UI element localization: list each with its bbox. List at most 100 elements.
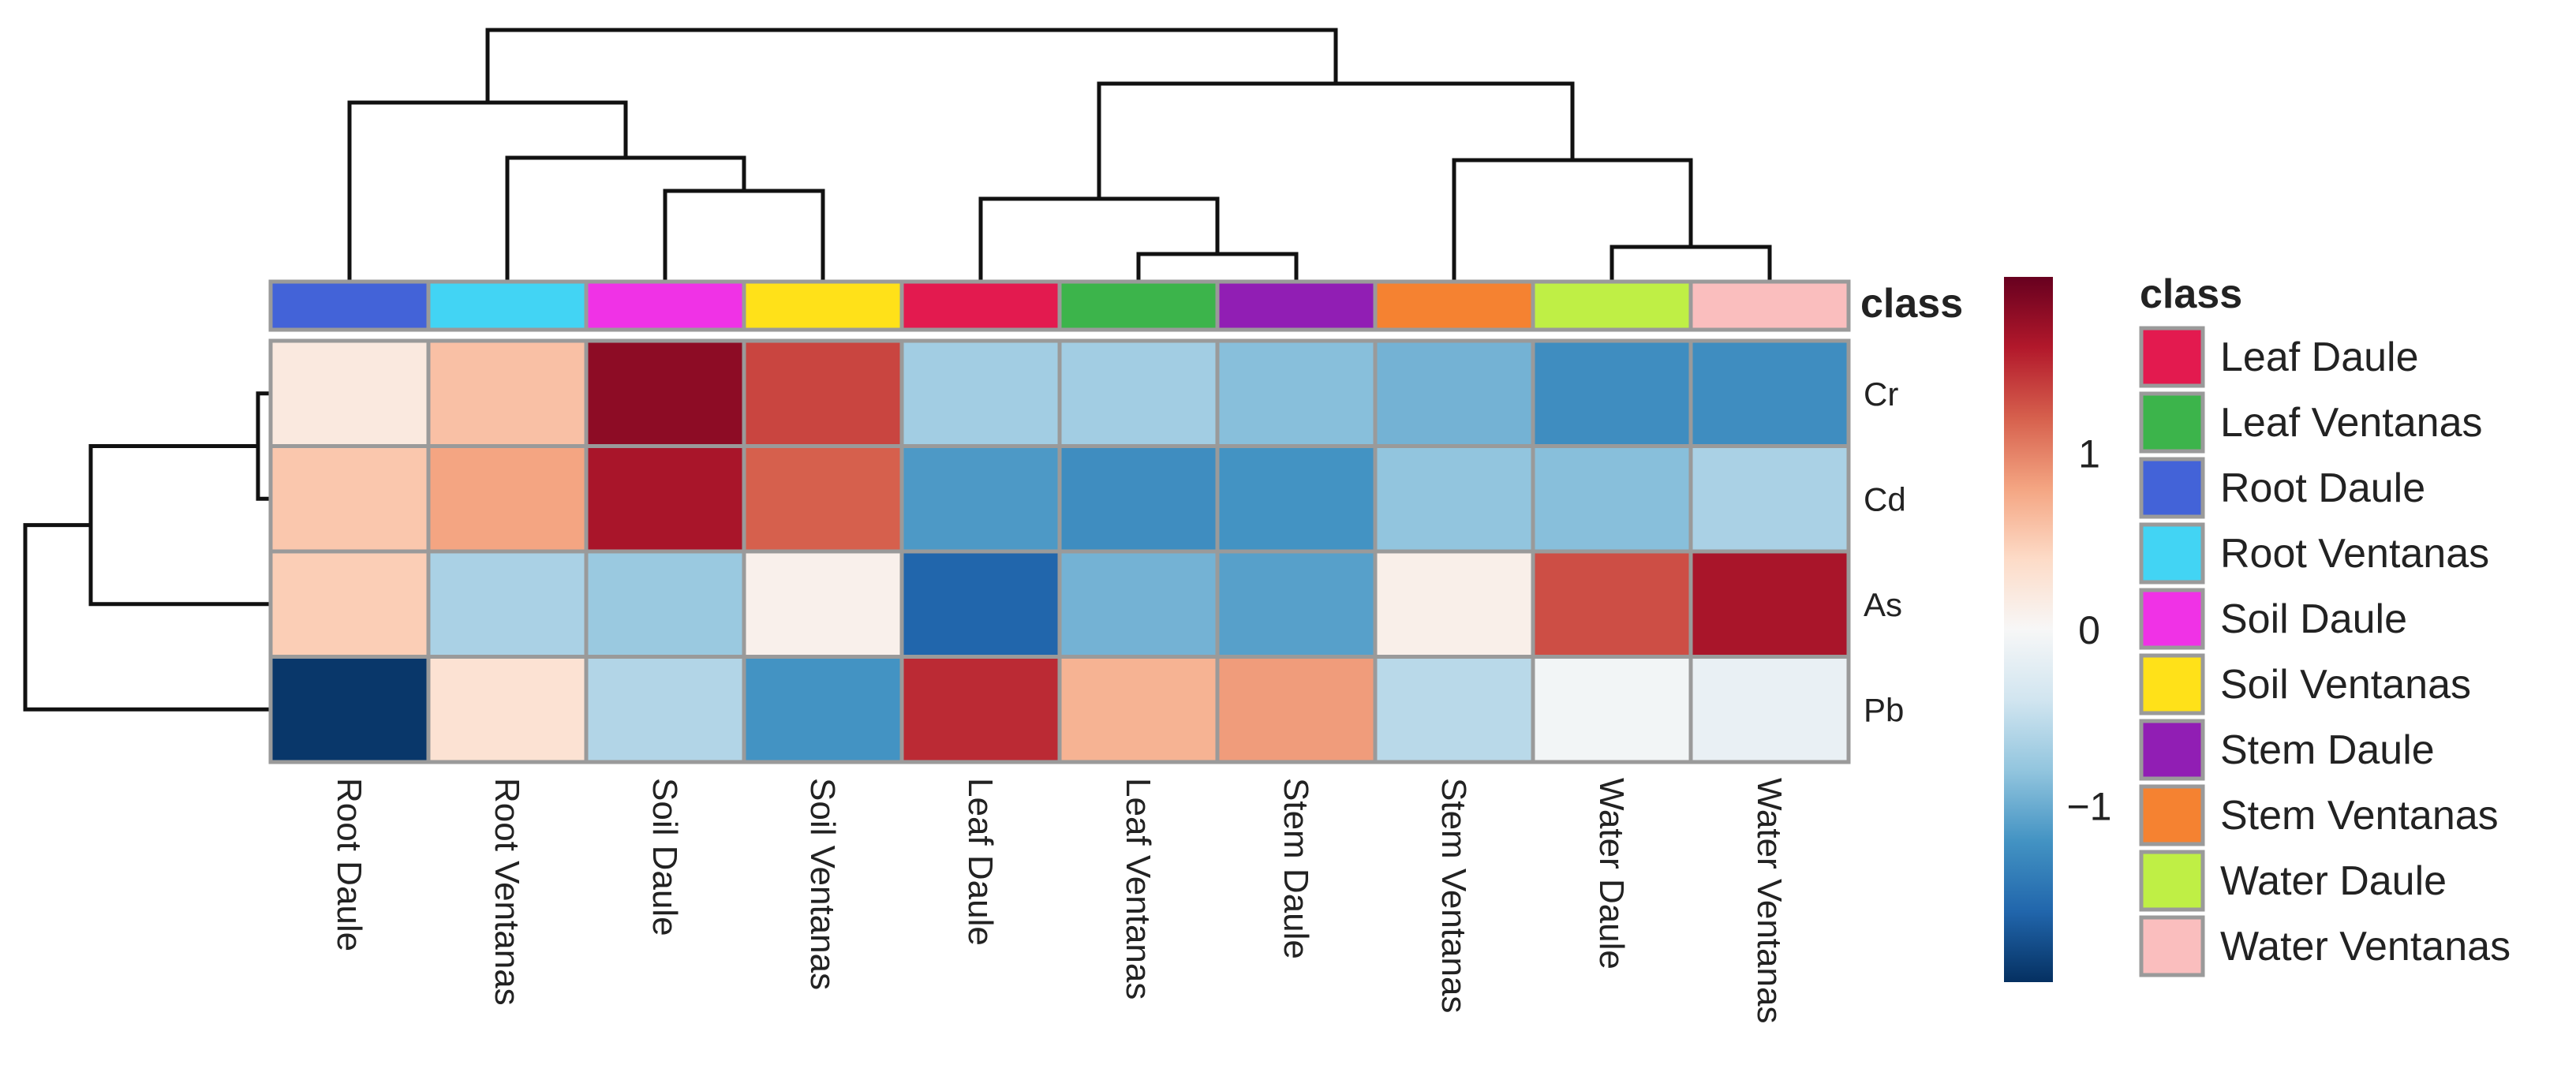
- heatmap-cell-pb-3: [584, 655, 746, 764]
- legend-swatch: [2139, 391, 2205, 454]
- annotation-cell-8: [1373, 279, 1535, 332]
- annotation-cell-7: [1215, 279, 1378, 332]
- annotation-cell-9: [1531, 279, 1693, 332]
- heatmap-cell-pb-1: [268, 655, 431, 764]
- annotation-cell-6: [1057, 279, 1220, 332]
- column-label: Leaf Ventanas: [1119, 778, 1157, 999]
- heatmap-cell-as-8: [1373, 549, 1535, 659]
- colorbar-tick-label: 0: [2078, 608, 2100, 652]
- annotation-cell-3: [584, 279, 746, 332]
- heatmap-cell-cr-9: [1531, 338, 1693, 448]
- dendrogram-branch: [485, 28, 1338, 103]
- heatmap-cell-as-9: [1531, 549, 1693, 659]
- column-labels: Root Daule Root Ventanas Soil Daule Soil Ve…: [330, 778, 1789, 1023]
- heatmap-cell-cr-6: [1057, 338, 1220, 448]
- heatmap-cell-pb-4: [742, 655, 904, 764]
- annotation-cell-5: [899, 279, 1062, 332]
- colorbar-gradient: [2004, 277, 2053, 982]
- heatmap-cell-cd-1: [268, 444, 431, 554]
- heatmap-cell-as-10: [1688, 549, 1851, 659]
- heatmap-cell-cd-7: [1215, 444, 1378, 554]
- annotation-cell-4: [742, 279, 904, 332]
- heatmap-cell-cr-8: [1373, 338, 1535, 448]
- heatmap-cell-cr-10: [1688, 338, 1851, 448]
- heatmap-cell-cr-3: [584, 338, 746, 448]
- dendrogram-branch: [1136, 252, 1299, 281]
- heatmap-cell-cr-4: [742, 338, 904, 448]
- legend-swatch: [2139, 326, 2205, 388]
- row-labels: Cr Cd As Pb: [1864, 375, 1906, 729]
- column-label: Root Ventanas: [488, 778, 526, 1006]
- row-label: Cr: [1864, 375, 1898, 413]
- heatmap-cell-pb-6: [1057, 655, 1220, 764]
- legend-title: class: [2140, 271, 2242, 317]
- legend-label: Root Daule: [2220, 465, 2425, 511]
- legend-label: Leaf Daule: [2220, 334, 2419, 380]
- class-annotation-bar: [268, 279, 1851, 332]
- heatmap-cell-cd-8: [1373, 444, 1535, 554]
- class-legend: Leaf Daule Leaf Ventanas Root Daule Root Ve…: [2139, 326, 2511, 977]
- legend-swatch: [2139, 850, 2205, 912]
- heatmap-cell-as-5: [899, 549, 1062, 659]
- heatmap-cell-pb-2: [426, 655, 589, 764]
- column-label: Root Daule: [330, 778, 368, 951]
- heatmap-cell-pb-10: [1688, 655, 1851, 764]
- heatmap-cell-cd-4: [742, 444, 904, 554]
- dendrogram-branch: [663, 189, 825, 281]
- dendrogram-branch: [1097, 81, 1575, 199]
- heatmap-cell-cd-5: [899, 444, 1062, 554]
- column-label: Water Daule: [1592, 778, 1631, 970]
- legend-swatch: [2139, 588, 2205, 650]
- heatmap-cell-cr-7: [1215, 338, 1378, 448]
- dendrogram-branch: [1452, 158, 1693, 281]
- legend-label: Water Ventanas: [2220, 924, 2511, 970]
- colorbar-tick-label: −1: [2066, 785, 2111, 829]
- heatmap-cell-pb-5: [899, 655, 1062, 764]
- heatmap-cell-pb-9: [1531, 655, 1693, 764]
- annotation-title: class: [1860, 281, 1963, 327]
- column-label: Soil Ventanas: [803, 778, 842, 990]
- legend-label: Stem Ventanas: [2220, 793, 2499, 839]
- colorbar-tick-label: 1: [2078, 432, 2100, 476]
- annotation-cell-2: [426, 279, 589, 332]
- annotation-cell-1: [268, 279, 431, 332]
- dendrogram-branch: [505, 155, 746, 281]
- dendrogram-branch: [1610, 245, 1772, 281]
- dendrogram-branch: [347, 100, 628, 281]
- column-label: Stem Daule: [1277, 778, 1315, 959]
- heatmap-cell-as-4: [742, 549, 904, 659]
- heatmap-cell-as-7: [1215, 549, 1378, 659]
- heatmap-cell-cr-5: [899, 338, 1062, 448]
- legend-swatch: [2139, 522, 2205, 585]
- dendrogram-branch: [978, 196, 1220, 281]
- legend-swatch: [2139, 915, 2205, 977]
- legend-swatch: [2139, 719, 2205, 781]
- column-label: Leaf Daule: [961, 778, 1000, 946]
- annotation-cell-10: [1688, 279, 1851, 332]
- column-dendrogram: [347, 28, 1772, 281]
- legend-label: Leaf Ventanas: [2220, 400, 2483, 446]
- legend-label: Root Ventanas: [2220, 531, 2489, 577]
- legend-label: Water Daule: [2220, 858, 2447, 904]
- heatmap-cell-pb-7: [1215, 655, 1378, 764]
- heatmap-cell-as-6: [1057, 549, 1220, 659]
- heatmap-cell-pb-8: [1373, 655, 1535, 764]
- legend-swatch: [2139, 653, 2205, 715]
- legend-label: Soil Daule: [2220, 596, 2407, 642]
- row-label: As: [1864, 586, 1902, 623]
- heatmap-cell-cd-2: [426, 444, 589, 554]
- legend-swatch: [2139, 457, 2205, 519]
- legend-label: Stem Daule: [2220, 727, 2435, 773]
- column-label: Stem Ventanas: [1434, 778, 1473, 1013]
- column-label: Soil Daule: [645, 778, 684, 936]
- dendrogram-branch: [88, 444, 271, 607]
- row-label: Pb: [1864, 691, 1904, 728]
- heatmap-cell-cr-2: [426, 338, 589, 448]
- heatmap-cell-cd-6: [1057, 444, 1220, 554]
- heatmap-cell-as-3: [584, 549, 746, 659]
- column-label: Water Ventanas: [1750, 778, 1789, 1023]
- heatmap-cell-cd-9: [1531, 444, 1693, 554]
- legend-label: Soil Ventanas: [2220, 662, 2471, 708]
- row-label: Cd: [1864, 480, 1906, 517]
